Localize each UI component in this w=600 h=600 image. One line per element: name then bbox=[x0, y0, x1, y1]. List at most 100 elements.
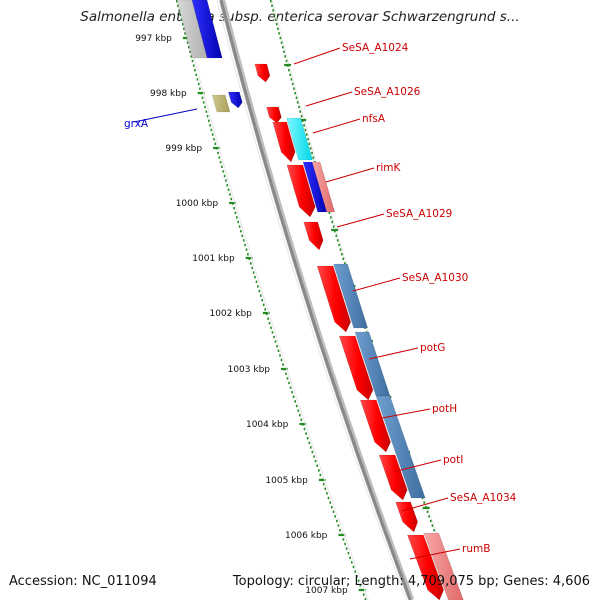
gene-feature bbox=[375, 395, 426, 499]
ruler-dot bbox=[247, 253, 249, 256]
ruler-dot bbox=[178, 9, 180, 12]
ruler-dot bbox=[192, 64, 195, 67]
leader-line bbox=[293, 47, 341, 65]
ruler-dot bbox=[194, 69, 196, 72]
lane-dot bbox=[304, 128, 307, 132]
ruler-dot bbox=[226, 184, 229, 187]
lane-dot bbox=[295, 96, 298, 99]
ruler-dot bbox=[197, 82, 200, 86]
ruler-dot bbox=[227, 188, 230, 191]
lane-dot bbox=[285, 59, 288, 63]
gene-feature bbox=[286, 117, 313, 161]
ruler-dot bbox=[339, 529, 341, 532]
lane-dot bbox=[289, 73, 291, 76]
lane-border bbox=[216, 0, 407, 600]
lane-dot bbox=[431, 524, 434, 527]
gene-feature bbox=[316, 265, 352, 333]
ruler-dot bbox=[329, 501, 331, 504]
leader-line bbox=[368, 347, 419, 360]
ruler-dot bbox=[297, 409, 300, 412]
gene-feature bbox=[423, 532, 464, 600]
lane-dot bbox=[279, 36, 282, 40]
lane-dot bbox=[433, 529, 435, 532]
ruler-dot bbox=[184, 32, 186, 35]
gene-feature bbox=[254, 63, 271, 83]
tick-label: 1007 kbp bbox=[305, 586, 348, 596]
ruler-dot bbox=[344, 542, 346, 546]
leader-line bbox=[392, 459, 442, 473]
ruler-dot bbox=[314, 460, 317, 463]
genome-backbone bbox=[219, 0, 415, 600]
ruler-dot bbox=[299, 414, 301, 417]
gene-feature bbox=[191, 0, 223, 59]
lane-dot bbox=[278, 32, 280, 35]
gene-label: potG bbox=[420, 342, 445, 354]
ruler-dot bbox=[188, 46, 190, 49]
ruler-dot bbox=[183, 27, 185, 30]
ruler-dot bbox=[180, 18, 183, 21]
lane-dot bbox=[330, 216, 332, 219]
ruler-dot bbox=[324, 487, 327, 490]
gene-label: SeSA_A1024 bbox=[342, 42, 409, 54]
leader-line bbox=[352, 277, 401, 292]
leader-line bbox=[336, 213, 385, 228]
ruler-dot bbox=[306, 437, 309, 440]
lane-dot bbox=[342, 257, 345, 260]
lane-dot bbox=[284, 55, 286, 58]
gene-feature bbox=[359, 399, 391, 453]
ruler-dot bbox=[199, 87, 201, 90]
ruler-dot bbox=[332, 510, 335, 513]
tick-label: 998 kbp bbox=[150, 89, 187, 99]
ruler-dot bbox=[318, 469, 320, 472]
leader-line bbox=[381, 408, 431, 419]
ruler-dot bbox=[195, 73, 197, 76]
ruler-dot bbox=[242, 239, 245, 242]
lane-dot bbox=[336, 239, 339, 242]
ruler-dot bbox=[205, 110, 208, 113]
accession-text: Accession: NC_011094 bbox=[9, 574, 157, 589]
ruler-dot bbox=[286, 377, 289, 380]
ruler-dot bbox=[191, 59, 194, 63]
lane-dot bbox=[338, 243, 340, 247]
lane-dot bbox=[430, 519, 432, 523]
ruler-dot bbox=[237, 220, 239, 224]
lane-dot bbox=[308, 142, 311, 145]
tick-label: 1003 kbp bbox=[228, 365, 271, 375]
ruler-dot bbox=[222, 170, 225, 173]
leader-line bbox=[325, 167, 375, 183]
leader-line bbox=[401, 497, 449, 512]
ruler-dot bbox=[364, 598, 367, 600]
lane-dot bbox=[272, 9, 274, 12]
gene-label: potI bbox=[443, 454, 463, 466]
tick-label: 1006 kbp bbox=[285, 531, 328, 541]
ruler-dot bbox=[225, 179, 227, 182]
leader-line bbox=[133, 108, 198, 123]
tick-label: 1005 kbp bbox=[265, 476, 308, 486]
gene-feature bbox=[272, 121, 296, 163]
ruler-dot bbox=[349, 556, 351, 559]
gene-feature bbox=[333, 263, 369, 329]
gene-feature bbox=[228, 91, 243, 109]
lane-dot bbox=[288, 69, 290, 72]
ruler-dot bbox=[255, 280, 258, 283]
ruler-dot bbox=[262, 303, 265, 306]
ruler-dot bbox=[300, 418, 303, 421]
ruler-dot bbox=[221, 165, 223, 168]
ruler-dot bbox=[295, 404, 298, 408]
gene-label: nfsA bbox=[362, 113, 386, 125]
ruler-dot bbox=[322, 483, 325, 486]
lane-dot bbox=[426, 510, 429, 513]
tick-label: 1002 kbp bbox=[209, 309, 252, 319]
ruler-dot bbox=[273, 335, 275, 339]
ruler-dot bbox=[331, 506, 333, 509]
ruler-dot bbox=[201, 96, 204, 99]
gene-feature bbox=[338, 335, 374, 401]
ruler-dot bbox=[236, 216, 238, 219]
ruler-dot bbox=[357, 579, 360, 582]
ruler-dot bbox=[311, 450, 314, 454]
ruler-dot bbox=[282, 363, 284, 366]
kbp-ruler bbox=[176, 0, 367, 600]
tick-label: 999 kbp bbox=[165, 144, 202, 154]
tick-label: 1004 kbp bbox=[246, 420, 289, 430]
ruler-dot bbox=[234, 211, 237, 214]
